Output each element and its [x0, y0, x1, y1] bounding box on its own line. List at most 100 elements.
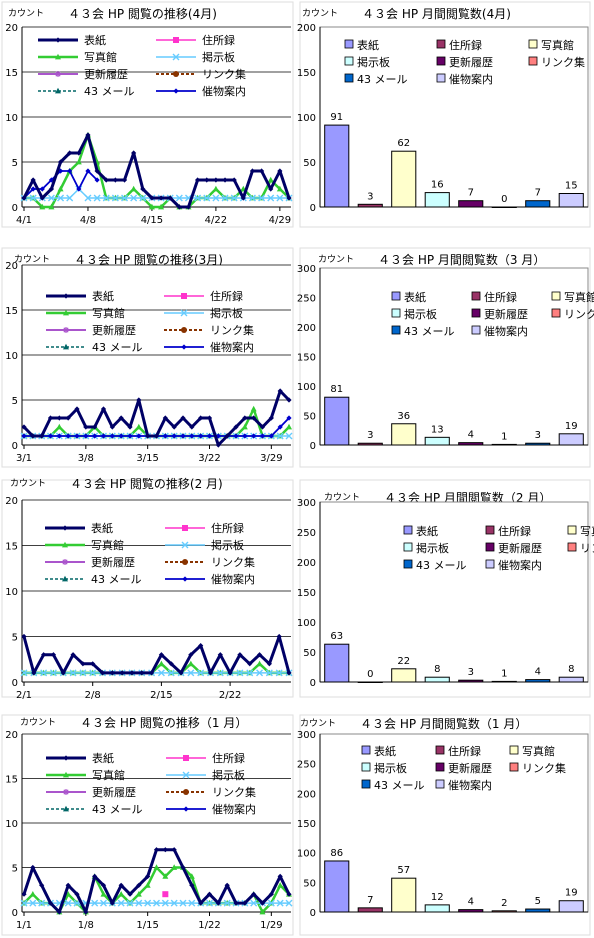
bar: [391, 877, 417, 913]
legend-label: 表紙: [84, 33, 106, 47]
data-point: [158, 203, 165, 210]
series-表紙: [21, 633, 292, 676]
data-point: [20, 669, 28, 677]
data-point: [66, 194, 74, 202]
data-point: [85, 132, 91, 138]
data-point: [189, 424, 195, 430]
legend: 表紙住所録写真館掲示板更新履歴リンク集43 メール催物案内: [45, 521, 255, 586]
data-point: [267, 194, 275, 202]
x-tick-label: 1/22: [198, 920, 220, 931]
legend-swatch: [528, 56, 538, 66]
chart-title: ４３会 HP 閲覧の推移(4月): [68, 7, 217, 21]
data-point: [100, 899, 107, 907]
legend-swatch: [403, 542, 413, 552]
data-point: [213, 177, 219, 183]
data-label: 13: [431, 424, 444, 435]
bar: [458, 200, 484, 208]
legend-label: リンク集: [210, 323, 254, 337]
data-point: [204, 177, 210, 183]
data-label: 0: [501, 194, 507, 205]
data-point: [266, 661, 272, 667]
chart-title: ４３会 HP 閲覧の推移(3月): [74, 253, 223, 267]
data-point: [47, 900, 54, 906]
data-point: [92, 424, 98, 430]
y-tick-label: 300: [297, 264, 316, 275]
y-tick-label: 20: [5, 730, 18, 741]
line-feb: カウント ４３会 HP 閲覧の推移(2 月) 0 5 10 15 20 2/1 2/8 2/15 2…: [1, 477, 294, 701]
legend-label: 43 メール: [84, 85, 135, 98]
data-point: [89, 669, 97, 677]
legend-label: 更新履歴: [484, 307, 528, 321]
x-tick-label: 2/15: [150, 690, 172, 701]
legend-label: 更新履歴: [84, 67, 128, 81]
legend-swatch: [344, 39, 354, 49]
chart-frame: [299, 247, 591, 468]
data-point: [242, 415, 248, 421]
chart-title: ４３会 HP 月間閲覧数（1 月）: [360, 716, 527, 731]
data-point: [222, 177, 228, 183]
y-tick-label: 200: [297, 558, 316, 569]
chart-title: ４３会 HP 月間閲覧数（2 月）: [384, 490, 551, 505]
data-point: [195, 177, 201, 183]
y-tick-label: 300: [297, 498, 316, 509]
data-point: [47, 194, 55, 202]
bar: [525, 200, 551, 208]
bar-mar: カウント ４３会 HP 月間閲覧数（3 月） 0 50 100 150 200 250 300 8…: [297, 247, 594, 468]
y-tick-label: 10: [5, 113, 18, 124]
data-label: 3: [367, 430, 373, 441]
data-point: [56, 433, 62, 439]
data-point: [121, 177, 128, 183]
data-point: [286, 891, 292, 897]
legend-label: 写真館: [91, 538, 124, 552]
bar: [491, 910, 517, 913]
legend-label: 掲示板: [212, 768, 245, 782]
data-point: [79, 669, 87, 677]
legend-label: 写真館: [92, 768, 125, 782]
data-point: [250, 405, 257, 412]
data-label: 16: [431, 180, 444, 191]
legend-marker: [180, 309, 188, 317]
y-tick-label: 0: [310, 441, 316, 452]
bar: [558, 900, 584, 913]
data-point: [100, 406, 107, 412]
data-label: 4: [468, 430, 474, 441]
data-point: [57, 194, 65, 202]
data-point: [268, 415, 274, 421]
legend-marker: [63, 805, 69, 812]
data-point: [275, 669, 283, 677]
data-point: [99, 670, 106, 676]
legend-swatch: [485, 559, 495, 569]
data-point: [153, 433, 160, 439]
data-point: [112, 177, 118, 183]
data-point: [231, 177, 237, 183]
bar: [424, 676, 450, 683]
data-point: [48, 177, 55, 183]
legend-label: 掲示板: [210, 306, 243, 320]
legend-swatch: [509, 745, 519, 755]
data-point: [136, 397, 142, 403]
series-line: [22, 133, 291, 209]
data-label: 2: [501, 898, 507, 909]
bar-feb: カウント ４３会 HP 月間閲覧数（2 月） 0 50 100 150 200 250 300 6…: [297, 479, 594, 698]
data-point: [188, 873, 195, 879]
data-point: [49, 669, 57, 677]
data-point: [187, 669, 195, 677]
legend-marker: [181, 541, 189, 549]
legend-swatch: [361, 762, 371, 772]
data-point: [56, 415, 62, 421]
x-tick-label: 3/8: [78, 453, 94, 464]
data-label: 0: [367, 669, 373, 680]
data-point: [135, 899, 143, 907]
legend-label: 表紙: [416, 524, 438, 538]
legend-marker: [181, 344, 187, 350]
bar: [324, 124, 350, 208]
legend-marker: [173, 71, 179, 77]
legend-label: 43 メール: [374, 779, 425, 792]
data-label: 7: [535, 188, 541, 199]
data-point: [250, 899, 258, 907]
x-tick-label: 1/29: [260, 920, 282, 931]
legend-marker: [173, 88, 179, 94]
legend-swatch: [471, 291, 481, 301]
